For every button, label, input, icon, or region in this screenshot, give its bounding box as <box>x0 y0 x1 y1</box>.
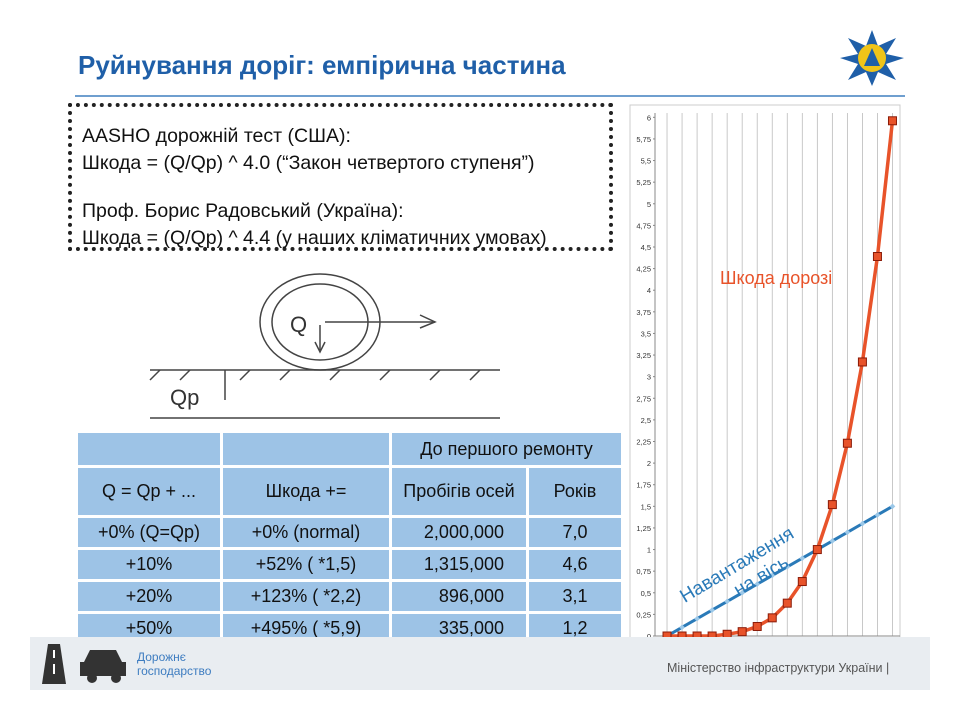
table-cell: +0% (normal) <box>220 515 392 550</box>
text-line: AASHO дорожній тест (США): <box>82 125 351 147</box>
formula-box: AASHO дорожній тест (США): Шкода = (Q/Qp… <box>68 103 613 251</box>
point <box>754 581 761 587</box>
y-tick-label: 2 <box>647 459 651 468</box>
y-tick-label: 1,25 <box>636 524 651 533</box>
y-tick-label: 2,5 <box>641 416 651 425</box>
brand: Дорожнє господарство <box>137 650 211 678</box>
y-tick-label: 3 <box>647 373 651 382</box>
group-header: До першого ремонту <box>389 430 624 468</box>
point <box>797 577 807 587</box>
y-tick-label: 1 <box>647 546 651 555</box>
table-cell: +20% <box>75 579 223 614</box>
y-tick-label: 0,5 <box>641 589 651 598</box>
text-line: Проф. Борис Радовський (Україна): <box>82 200 404 222</box>
y-tick-label: 1,5 <box>641 502 651 511</box>
point <box>752 621 762 631</box>
series-line <box>666 505 894 638</box>
text-line: Шкода = (Q/Qp) ^ 4.0 (“Закон четвертого … <box>82 152 535 174</box>
wheel-sketch: Q Qp <box>149 273 500 419</box>
chart: 0 0,25 0,5 0,75 1 1,25 1,5 1,75 2 2,25 2,5 2,75 3 3,2… <box>629 104 901 641</box>
point <box>842 438 852 448</box>
text-line: Шкода = (Q/Qp) ^ 4.4 (у наших кліматични… <box>82 227 547 249</box>
point <box>769 572 776 579</box>
table-cell: 2,000,000 <box>389 515 529 550</box>
point <box>872 252 882 262</box>
y-tick-label: 5,75 <box>636 135 651 144</box>
y-tick-label: 4,5 <box>641 243 651 252</box>
point <box>694 615 700 622</box>
y-tick-label: 0 <box>647 632 651 641</box>
table-cell: 3,1 <box>526 579 624 614</box>
y-tick-label: 0,25 <box>636 610 651 619</box>
footer-icons <box>42 644 126 684</box>
plot-frame <box>629 104 901 641</box>
table-cell: +10% <box>75 547 223 582</box>
point <box>739 589 746 596</box>
logo <box>840 30 904 86</box>
point <box>827 500 837 510</box>
series-line <box>667 120 895 638</box>
slide-title: Руйнування доріг: емпірична частина <box>78 50 566 80</box>
footer <box>30 637 930 690</box>
point <box>887 116 897 126</box>
title-rule <box>75 95 905 97</box>
y-tick-label: 2,25 <box>636 437 651 446</box>
brand-line: господарство <box>137 664 212 678</box>
table-row: +0% (Q=Qp) +0% (normal) 2,000,000 7,0 <box>75 515 624 550</box>
drawing-label: Qp <box>170 385 199 410</box>
series-label: Шкода дорозі <box>720 268 832 288</box>
point <box>782 598 792 608</box>
point <box>889 503 896 510</box>
y-tick-label: 4,75 <box>636 221 651 230</box>
y-tick-label: 3,25 <box>636 351 651 360</box>
point <box>874 512 881 518</box>
table-cell: 4,6 <box>526 547 624 582</box>
table-row: +10% +52% ( *1,5) 1,315,000 4,6 <box>75 547 624 582</box>
column-header: Пробігів осей <box>389 465 529 518</box>
table-cell: 7,0 <box>526 515 624 550</box>
column-header: Шкода += <box>220 465 392 518</box>
y-tick-label: 4,25 <box>636 265 651 274</box>
point <box>709 607 715 613</box>
y-tick-label: 5 <box>647 200 651 209</box>
point <box>859 520 866 527</box>
point <box>767 613 777 623</box>
y-tick-label: 0,75 <box>636 567 651 576</box>
point <box>829 538 836 544</box>
table-row: +20% +123% ( *2,2) 896,000 3,1 <box>75 579 624 614</box>
column-header: Q = Qp + ... <box>75 465 223 518</box>
y-tick-label: 5,5 <box>641 157 651 166</box>
point <box>737 627 747 637</box>
table-cell: +52% ( *1,5) <box>220 547 392 582</box>
brand-line: Дорожнє <box>137 650 186 664</box>
column-header: Років <box>526 465 624 518</box>
drawing-label: Q <box>290 312 307 337</box>
y-tick-label: 1,75 <box>636 481 651 490</box>
point <box>679 624 685 631</box>
ministry: Міністерство інфраструктури України | <box>667 661 890 675</box>
point <box>844 529 851 536</box>
y-tick-label: 5,25 <box>636 178 651 187</box>
table-cell: +0% (Q=Qp) <box>75 515 223 550</box>
point <box>812 545 822 555</box>
y-tick-label: 3,5 <box>641 329 651 338</box>
table-cell: 896,000 <box>389 579 529 614</box>
table-cell: +123% ( *2,2) <box>220 579 392 614</box>
point <box>857 357 867 367</box>
y-tick-label: 6 <box>647 113 651 122</box>
y-tick-label: 4 <box>647 286 651 295</box>
data-table: До першого ремонту Q = Qp + ... Шкода += П… <box>75 430 624 646</box>
y-tick-label: 2,75 <box>636 394 651 403</box>
y-tick-label: 3,75 <box>636 308 651 317</box>
table-cell: 1,315,000 <box>389 547 529 582</box>
